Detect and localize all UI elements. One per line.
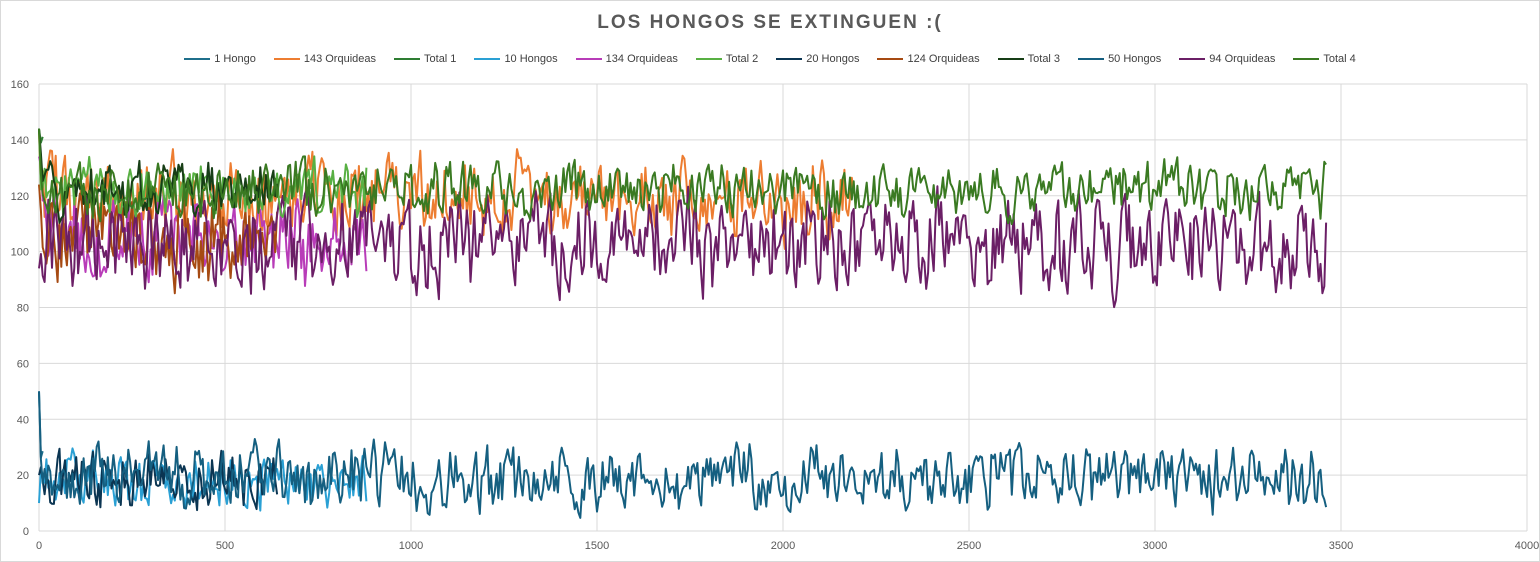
legend-label: 94 Orquideas — [1209, 53, 1276, 65]
legend-swatch — [474, 58, 501, 60]
x-tick-label: 0 — [36, 540, 42, 552]
x-tick-label: 500 — [216, 540, 234, 552]
y-tick-label: 160 — [11, 79, 29, 91]
legend-swatch — [695, 58, 722, 60]
x-tick-label: 1500 — [585, 540, 609, 552]
y-tick-label: 140 — [11, 135, 29, 147]
x-tick-label: 1000 — [399, 540, 423, 552]
legend-label: 134 Orquideas — [605, 53, 678, 65]
legend-label: Total 4 — [1323, 53, 1356, 65]
y-tick-label: 20 — [17, 470, 29, 482]
legend-swatch — [776, 58, 803, 60]
series-line-20-hongos — [38, 447, 279, 512]
legend-swatch — [1078, 58, 1105, 60]
y-tick-label: 60 — [17, 358, 29, 370]
x-tick-label: 4000 — [1515, 540, 1539, 552]
legend-label: 124 Orquideas — [907, 53, 980, 65]
y-tick-label: 80 — [17, 303, 29, 315]
legend-item: Total 4 — [1293, 53, 1356, 65]
legend-item: 10 Hongos — [474, 53, 558, 65]
legend-swatch — [1179, 58, 1206, 60]
legend-item: Total 2 — [695, 53, 759, 65]
y-tick-label: 100 — [11, 247, 29, 259]
legend-swatch — [997, 58, 1024, 60]
legend: 1 Hongo 143 Orquideas Total 1 10 Hongos 134 … — [1, 51, 1539, 67]
chart-title: LOS HONGOS SE EXTINGUEN :( — [597, 12, 943, 33]
legend-label: Total 2 — [725, 53, 759, 65]
y-tick-label: 0 — [23, 526, 29, 538]
x-tick-label: 2500 — [957, 540, 981, 552]
legend-item: 20 Hongos — [776, 53, 859, 65]
legend-item: 143 Orquideas — [273, 53, 377, 65]
legend-swatch — [575, 58, 602, 60]
x-tick-label: 2000 — [771, 540, 795, 552]
legend-item: 134 Orquideas — [575, 53, 678, 65]
x-tick-label: 3500 — [1329, 540, 1353, 552]
legend-label: 10 Hongos — [504, 53, 558, 65]
legend-item: 1 Hongo — [184, 53, 256, 65]
y-tick-label: 120 — [11, 191, 29, 203]
legend-swatch — [273, 58, 300, 60]
legend-label: 50 Hongos — [1108, 53, 1162, 65]
legend-swatch — [394, 58, 421, 60]
legend-label: 1 Hongo — [214, 53, 256, 65]
legend-label: 20 Hongos — [806, 53, 860, 65]
y-tick-label: 40 — [17, 414, 29, 426]
legend-label: Total 3 — [1027, 53, 1061, 65]
legend-item: Total 1 — [394, 53, 456, 65]
series-line-50-hongos — [38, 391, 1328, 519]
legend-swatch — [877, 58, 904, 60]
legend-item: 94 Orquideas — [1179, 53, 1275, 65]
legend-item: 124 Orquideas — [877, 53, 980, 65]
legend-swatch — [1293, 58, 1320, 60]
legend-item: 50 Hongos — [1078, 53, 1161, 65]
legend-label: 143 Orquideas — [303, 53, 377, 65]
series-line-total-4 — [38, 128, 1327, 226]
series-line-94-orquideas — [38, 185, 1328, 309]
legend-swatch — [184, 58, 211, 60]
x-tick-label: 3000 — [1143, 540, 1167, 552]
legend-item: Total 3 — [997, 53, 1061, 65]
legend-label: Total 1 — [424, 53, 457, 65]
